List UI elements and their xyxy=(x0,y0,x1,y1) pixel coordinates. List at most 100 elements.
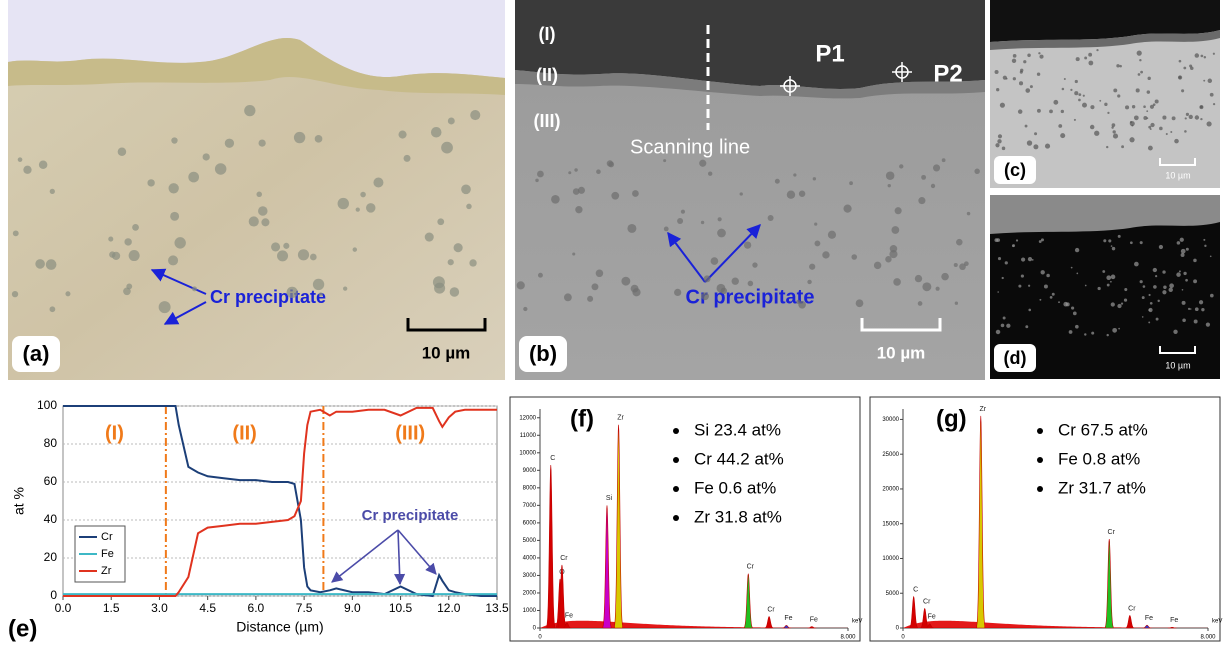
x-tick-label: 8.000 xyxy=(840,635,856,641)
precipitate xyxy=(748,281,754,287)
precipitate xyxy=(704,275,711,282)
precipitate xyxy=(1046,274,1050,278)
precipitate xyxy=(1025,125,1028,128)
precipitate xyxy=(664,226,669,231)
precipitate xyxy=(159,301,171,313)
peak-label: Cr xyxy=(747,564,755,571)
precipitate xyxy=(1013,54,1017,58)
precipitate xyxy=(1130,241,1133,244)
precipitate xyxy=(18,157,23,162)
peak-label: Cr xyxy=(767,606,775,613)
peak-label: Fe xyxy=(565,613,573,620)
precipitate xyxy=(399,131,407,139)
precipitate xyxy=(814,240,820,246)
precipitate xyxy=(1039,55,1043,59)
precipitate xyxy=(1033,144,1038,149)
precipitate xyxy=(1075,80,1078,83)
precipitate xyxy=(1019,81,1023,85)
precipitate xyxy=(732,278,739,285)
precipitate xyxy=(1000,103,1005,108)
precipitate xyxy=(1061,110,1064,113)
precipitate xyxy=(170,212,179,221)
precipitate xyxy=(258,206,268,216)
precipitate xyxy=(1071,306,1074,309)
precipitate xyxy=(1190,66,1194,70)
precipitate xyxy=(1184,130,1187,133)
precipitate xyxy=(632,288,640,296)
precipitate xyxy=(1156,318,1159,321)
precipitate xyxy=(787,191,795,199)
precipitate xyxy=(1153,268,1157,272)
precipitate xyxy=(775,179,780,184)
precipitate xyxy=(277,250,288,261)
precipitate xyxy=(1193,279,1197,283)
precipitate xyxy=(1060,133,1065,138)
precipitate xyxy=(1027,140,1032,145)
precipitate xyxy=(1023,60,1026,63)
precipitate xyxy=(1117,94,1120,97)
precipitate xyxy=(1058,124,1062,128)
y-tick-label: 1000 xyxy=(523,608,537,614)
bullet xyxy=(1037,428,1043,434)
precipitate xyxy=(1199,105,1203,109)
y-tick-label: 12000 xyxy=(519,415,536,421)
precipitate xyxy=(1195,307,1199,311)
precipitate xyxy=(1037,109,1041,113)
precipitate xyxy=(1045,144,1050,149)
precipitate xyxy=(1134,262,1139,267)
precipitate xyxy=(740,192,743,195)
precipitate xyxy=(517,281,525,289)
precipitate xyxy=(899,164,903,168)
precipitate xyxy=(1076,273,1078,275)
precipitate xyxy=(721,288,727,294)
scale-label: 10 µm xyxy=(1165,360,1190,370)
legend-label: Cr xyxy=(101,531,113,543)
precipitate xyxy=(1039,299,1041,301)
precipitate xyxy=(1076,57,1080,61)
panel-label: (a) xyxy=(23,341,50,366)
precipitate xyxy=(1034,132,1037,135)
precipitate xyxy=(1180,238,1184,242)
precipitate xyxy=(1058,301,1060,303)
x-tick-label: 6.0 xyxy=(248,601,265,615)
precipitate xyxy=(1075,325,1079,329)
precipitate xyxy=(874,262,881,269)
precipitate xyxy=(1006,324,1010,328)
precipitate xyxy=(574,168,577,171)
precipitate xyxy=(1044,285,1048,289)
precipitate xyxy=(814,223,817,226)
y-tick-label: 3000 xyxy=(523,573,537,579)
x-axis-label: keV xyxy=(1212,619,1222,625)
precipitate xyxy=(249,216,259,226)
precipitate xyxy=(1094,131,1099,136)
precipitate xyxy=(591,283,598,290)
precipitate xyxy=(607,160,613,166)
precipitate xyxy=(1210,255,1212,257)
precipitate xyxy=(1155,99,1159,103)
composition-item: Fe 0.8 at% xyxy=(1058,449,1140,468)
precipitate xyxy=(1016,239,1018,241)
precipitate xyxy=(1108,239,1111,242)
precipitate xyxy=(1131,125,1133,127)
precipitate xyxy=(1090,105,1094,109)
precipitate xyxy=(1185,117,1187,119)
precipitate xyxy=(1111,275,1116,280)
peak-label: C xyxy=(550,455,555,462)
precipitate xyxy=(1201,308,1204,311)
precipitate xyxy=(954,263,958,267)
precipitate xyxy=(1169,288,1173,292)
x-tick-label: 3.0 xyxy=(151,601,168,615)
precipitate xyxy=(35,259,45,269)
precipitate xyxy=(1107,112,1109,114)
x-axis-label: Distance (µm) xyxy=(236,619,323,635)
precipitate xyxy=(1143,285,1146,288)
precipitate xyxy=(1003,76,1007,80)
precipitate xyxy=(1146,110,1148,112)
precipitate xyxy=(955,302,958,305)
precipitate xyxy=(933,164,940,171)
precipitate xyxy=(50,306,56,312)
precipitate xyxy=(298,249,309,260)
precipitate xyxy=(1179,270,1181,272)
precipitate xyxy=(50,189,55,194)
precipitate xyxy=(147,179,154,186)
